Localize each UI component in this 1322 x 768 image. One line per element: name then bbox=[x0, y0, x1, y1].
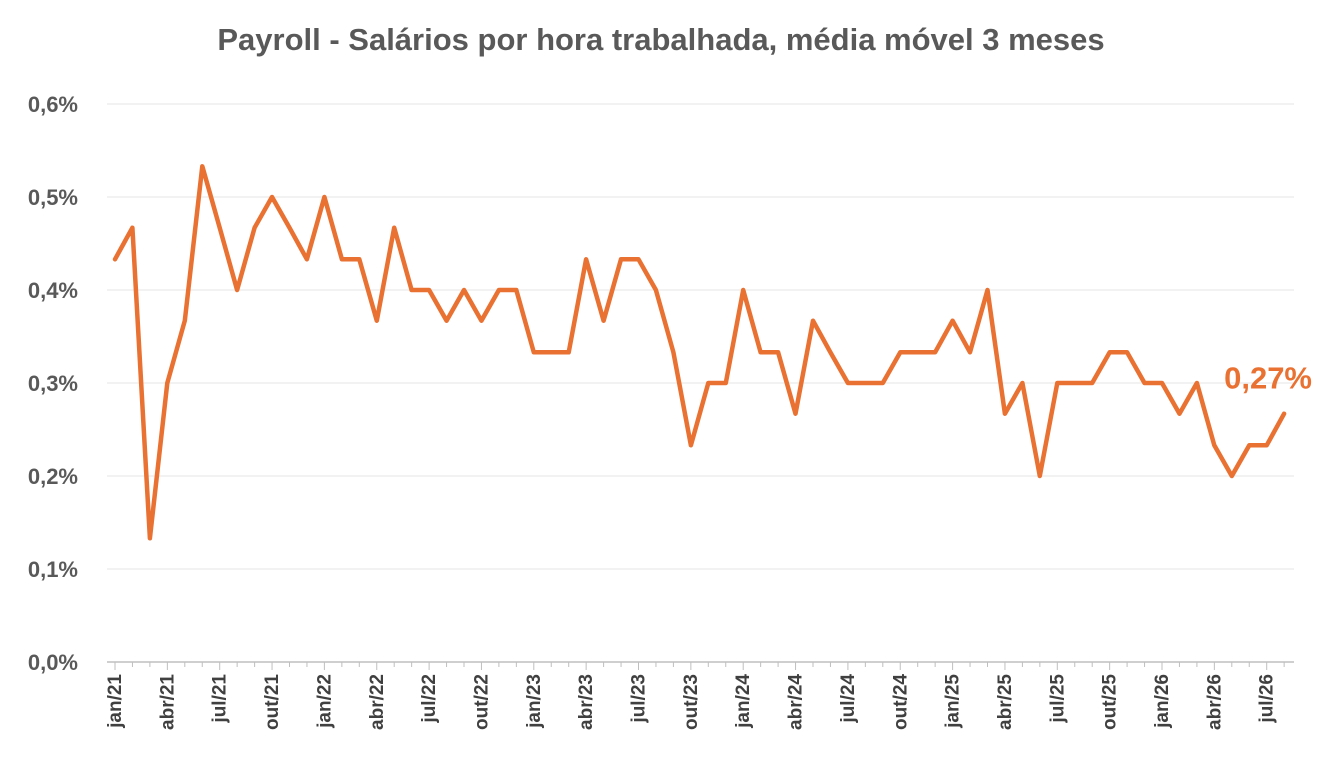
y-tick-label: 0,5% bbox=[28, 185, 78, 210]
y-axis: 0,0% 0,1% 0,2% 0,3% 0,4% 0,5% 0,6% bbox=[28, 92, 78, 675]
series-line bbox=[112, 164, 1287, 541]
x-tick-label: out/22 bbox=[471, 674, 492, 730]
x-tick-label: out/25 bbox=[1100, 674, 1121, 730]
x-tick-label: jan/22 bbox=[314, 674, 335, 729]
y-tick-label: 0,3% bbox=[28, 371, 78, 396]
x-tick-label: out/24 bbox=[890, 674, 911, 730]
x-tick-label: jan/21 bbox=[105, 674, 126, 729]
x-tick-label: jan/25 bbox=[943, 674, 964, 729]
x-tick-label: abr/21 bbox=[157, 674, 178, 730]
x-tick-label: jan/24 bbox=[733, 674, 754, 729]
x-tick-label: jul/22 bbox=[419, 674, 440, 724]
annotations: 0,27% bbox=[1224, 361, 1312, 396]
chart-title: Payroll - Salários por hora trabalhada, … bbox=[217, 22, 1105, 57]
gridlines bbox=[107, 103, 1294, 570]
x-tick-label: abr/26 bbox=[1204, 674, 1225, 730]
y-tick-label: 0,6% bbox=[28, 92, 78, 117]
x-tick-label: abr/22 bbox=[367, 674, 388, 730]
x-tick-label: jan/23 bbox=[524, 674, 545, 729]
x-tick-label: out/23 bbox=[681, 674, 702, 730]
x-axis: jan/21 abr/21 jul/21 out/21 jan/22 abr/22 jul/… bbox=[105, 661, 1294, 730]
y-tick-label: 0,1% bbox=[28, 557, 78, 582]
x-tick-label: jan/26 bbox=[1152, 674, 1173, 729]
x-tick-label: jul/24 bbox=[838, 674, 859, 724]
x-tick-label: jul/26 bbox=[1257, 674, 1278, 724]
x-tick-label: jul/21 bbox=[210, 674, 231, 724]
last-value-label: 0,27% bbox=[1224, 361, 1312, 396]
x-tick-label: abr/24 bbox=[786, 674, 807, 730]
x-tick-label: jul/25 bbox=[1047, 674, 1068, 724]
y-tick-label: 0,2% bbox=[28, 464, 78, 489]
x-tick-label: abr/23 bbox=[576, 674, 597, 730]
x-tick-label: jul/23 bbox=[629, 674, 650, 724]
x-tick-label: abr/25 bbox=[995, 674, 1016, 730]
y-tick-label: 0,0% bbox=[28, 650, 78, 675]
series bbox=[112, 164, 1287, 541]
y-tick-label: 0,4% bbox=[28, 278, 78, 303]
x-tick-label: out/21 bbox=[262, 674, 283, 730]
